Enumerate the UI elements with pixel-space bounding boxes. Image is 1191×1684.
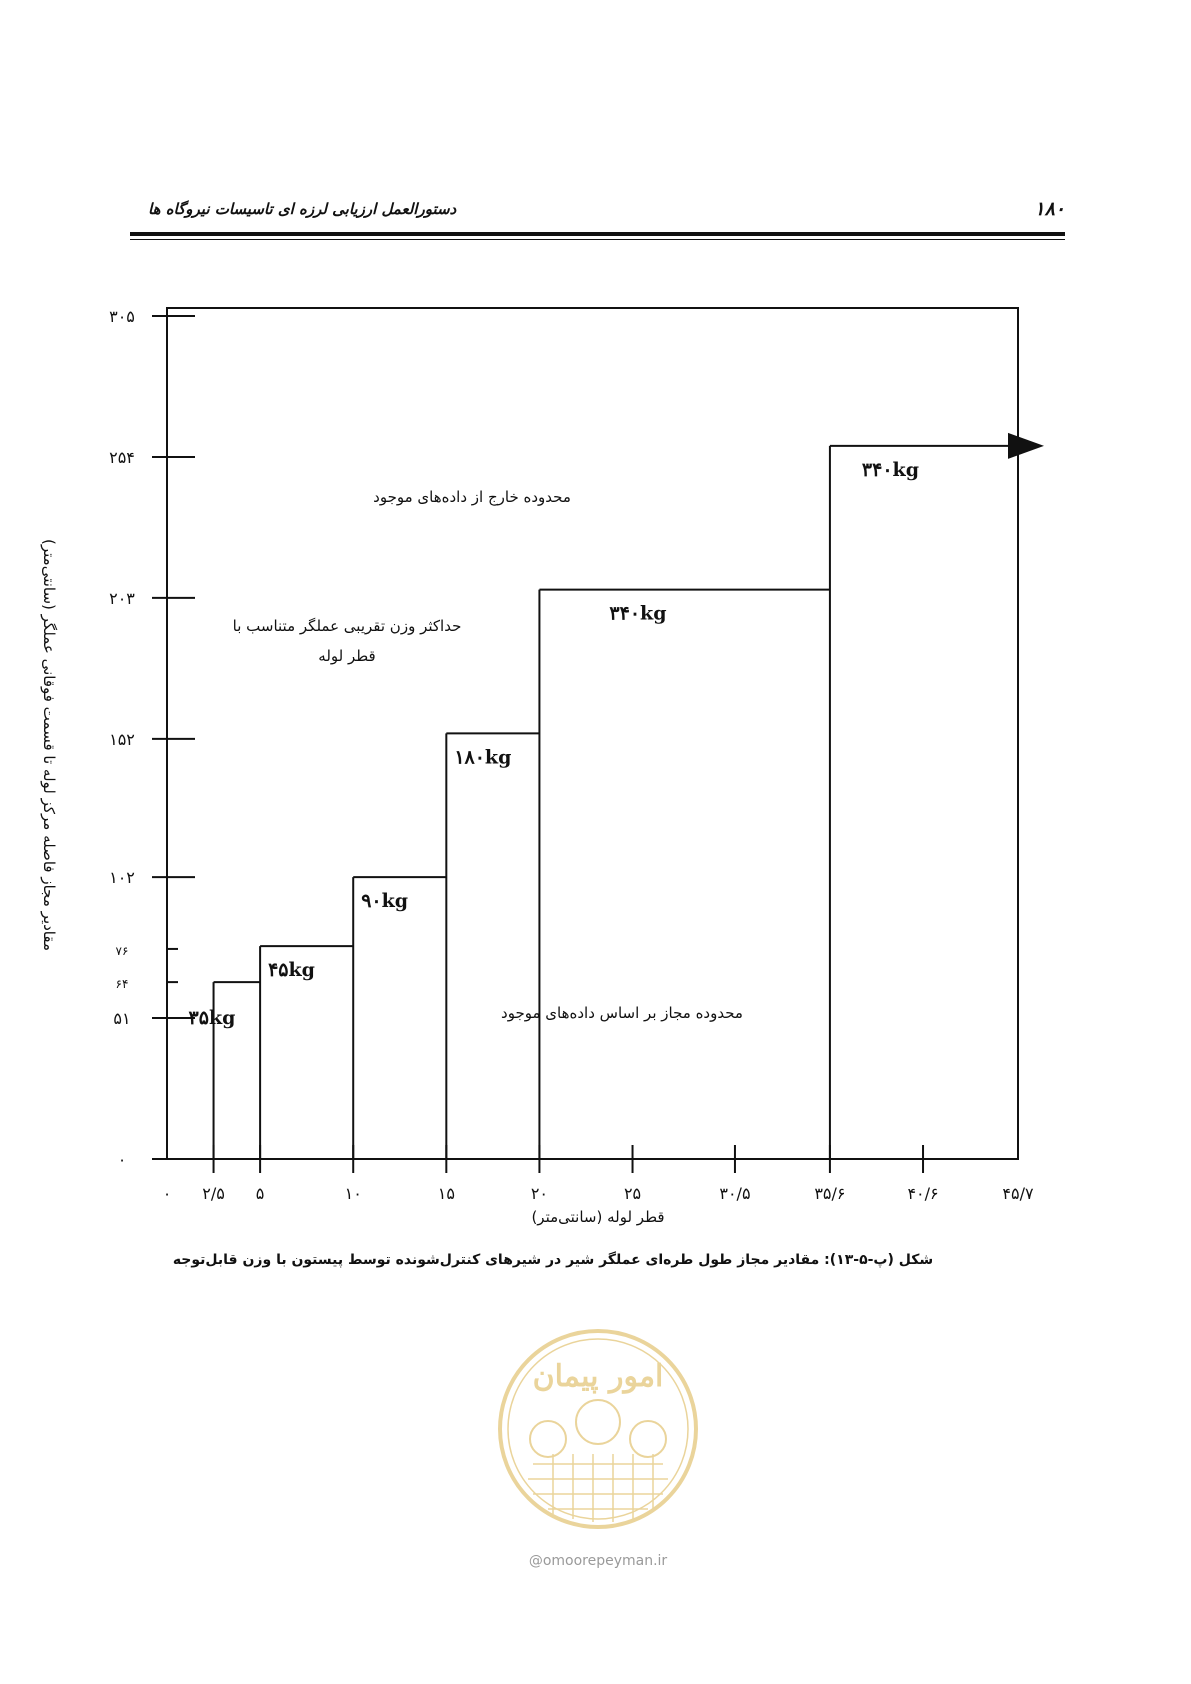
header-title: دستورالعمل ارزیابی لرزه ای تاسیسات نیروگ… <box>148 200 457 218</box>
x-axis-label: قطر لوله (سانتی‌متر) <box>531 1208 665 1226</box>
grid-icon <box>528 1454 668 1522</box>
y-tick-label: ۰ <box>118 1150 127 1169</box>
watermark-inner-ring <box>507 1338 689 1520</box>
x-tick-label: ۳۵/۶ <box>814 1184 845 1203</box>
watermark-logo: امور پیمان <box>498 1329 698 1529</box>
y-tick-label: ۲۵۴ <box>109 448 135 467</box>
x-tick-label: ۳۰/۵ <box>719 1184 750 1203</box>
x-tick-label: ۱۰ <box>345 1184 362 1203</box>
plot-frame <box>166 307 1019 1160</box>
header-rule-thick <box>130 232 1065 236</box>
x-tick-label: ۵ <box>256 1184 265 1203</box>
step-weight-label: ۱۸۰kg <box>454 746 511 768</box>
header-rule-thin <box>130 239 1065 240</box>
y-tick-label: ۶۴ <box>116 977 129 991</box>
page-number: ۱۸۰ <box>1034 198 1065 220</box>
arrow-right-icon <box>1008 432 1044 459</box>
annotation-max-weight-line1: حداکثر وزن تقریبی عملگر متناسب با <box>232 617 462 635</box>
watermark-ring <box>498 1329 698 1529</box>
step-weight-label: ۹۰kg <box>361 890 408 912</box>
watermark-logo-text: امور پیمان <box>533 1359 664 1395</box>
step-weight-label: ۳۴۰kg <box>862 459 919 481</box>
y-tick-label: ۲۰۳ <box>109 589 135 608</box>
step-weight-label: ۴۵kg <box>268 959 315 981</box>
step-weight-label: ۳۵kg <box>189 1007 236 1029</box>
annotation-outside-range: محدوده خارج از داده‌های موجود <box>373 488 571 506</box>
y-tick-label: ۵۱ <box>113 1009 130 1028</box>
x-tick-label: ۱۵ <box>438 1184 455 1203</box>
annotation-max-weight: حداکثر وزن تقریبی عملگر متناسب با قطر لو… <box>233 611 462 671</box>
y-tick-label: ۱۰۲ <box>109 868 135 887</box>
y-axis-label: مقادیر مجاز فاصله مرکز لوله تا قسمت فوقا… <box>40 539 58 951</box>
annotation-max-weight-line2: قطر لوله <box>318 647 376 665</box>
x-tick-label: ۲۵ <box>624 1184 641 1203</box>
x-tick-label: ۰ <box>163 1184 172 1203</box>
x-tick-label: ۲/۵ <box>202 1184 225 1203</box>
x-tick-label: ۲۰ <box>531 1184 548 1203</box>
y-tick-label: ۳۰۵ <box>109 307 135 326</box>
x-tick-label: ۴۵/۷ <box>1002 1184 1034 1203</box>
page-header: ۱۸۰ دستورالعمل ارزیابی لرزه ای تاسیسات ن… <box>130 198 1065 238</box>
gear-icon <box>529 1399 667 1458</box>
figure-caption: شکل (پ-۵-۱۳): مقادیر مجاز طول طره‌ای عمل… <box>172 1252 934 1268</box>
x-tick-label: ۴۰/۶ <box>907 1184 938 1203</box>
watermark-url: @omoorepeyman.ir <box>528 1553 668 1569</box>
y-tick-label: ۷۶ <box>116 944 129 958</box>
annotation-allowed-range: محدوده مجاز بر اساس داده‌های موجود <box>501 1004 743 1022</box>
y-tick-label: ۱۵۲ <box>109 730 135 749</box>
step-weight-label: ۳۴۰kg <box>609 603 666 625</box>
